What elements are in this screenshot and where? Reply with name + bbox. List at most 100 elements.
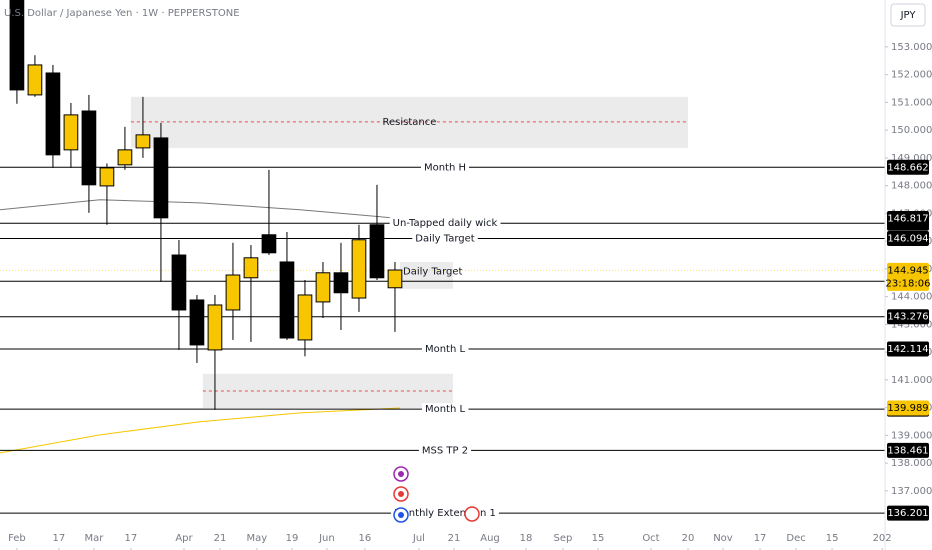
x-tick-label: Oct	[642, 533, 659, 544]
zone-label: Daily Target	[403, 266, 462, 277]
price-tag	[887, 159, 929, 175]
price-tag-label: 144.945	[887, 265, 928, 276]
x-tick-label: 21	[214, 533, 227, 544]
level-label: MSS TP 2	[422, 445, 468, 456]
candle-body	[189, 299, 205, 346]
x-tick-label: 17	[53, 533, 66, 544]
x-tick-label: 16	[359, 533, 372, 544]
plot-area: Resistance Daily Target Month H Un-Tapped d…	[0, 0, 885, 523]
x-tick-label: 17	[754, 533, 767, 544]
x-tick-label: Dec	[786, 533, 805, 544]
y-tick-label: 139.000	[891, 430, 932, 441]
x-tick-label: 18	[520, 533, 533, 544]
level-label: Month H	[424, 162, 466, 173]
x-tick-label: Aug	[480, 533, 500, 544]
candle-body	[99, 167, 115, 187]
candle-body	[45, 72, 61, 156]
candle-body	[27, 64, 43, 96]
candle-body	[81, 110, 97, 186]
price-tag-label: 138.461	[887, 445, 928, 456]
candle-body	[243, 257, 259, 279]
level-label-bg	[418, 444, 472, 458]
y-tick-label: 144.000	[891, 292, 932, 303]
currency-box[interactable]	[890, 3, 926, 27]
candle-body	[63, 114, 79, 151]
y-tick-label: 150.000	[891, 125, 932, 136]
candle-body	[135, 134, 151, 149]
level-label: Un-Tapped daily wick	[393, 218, 498, 229]
level-label: Month L	[425, 404, 466, 415]
candle-body	[351, 239, 367, 299]
price-tag	[887, 262, 929, 291]
candle-body	[333, 272, 349, 294]
x-tick-label: 17	[125, 533, 138, 544]
chart-title: U.S. Dollar / Japanese Yen · 1W · PEPPER…	[4, 8, 240, 19]
zone	[130, 96, 689, 148]
y-tick-label: 151.000	[891, 97, 932, 108]
x-tick-label: 21	[448, 533, 461, 544]
event-icon-dot	[398, 491, 404, 497]
price-tag-label: 146.817	[887, 213, 928, 224]
price-tag	[887, 210, 929, 226]
price-tag-label: 148.662	[887, 162, 928, 173]
candle-body	[369, 224, 385, 279]
zone-label: Resistance	[383, 117, 437, 128]
x-tick-label: Jul	[412, 533, 425, 544]
price-tag-label: 136.201	[887, 508, 928, 519]
x-tick-label: Nov	[713, 533, 733, 544]
price-tag	[887, 309, 929, 325]
x-tick-label: 15	[826, 533, 839, 544]
x-tick-label: Jun	[318, 533, 335, 544]
price-tag	[887, 400, 929, 416]
candle-body	[297, 294, 313, 341]
price-tag	[887, 505, 929, 521]
price-tag	[887, 341, 929, 357]
x-tick-label: 19	[286, 533, 299, 544]
price-tag-label: 143.276	[887, 312, 928, 323]
x-tick-label: Apr	[175, 533, 193, 544]
level-label-bg	[389, 217, 501, 231]
event-icon-dot	[398, 471, 404, 477]
x-tick-label: Feb	[8, 533, 26, 544]
candle-body	[387, 269, 403, 289]
countdown: 23:18:06	[886, 278, 931, 289]
y-tick-label: 149.000	[891, 153, 932, 164]
price-tag-label: 139.989	[887, 403, 928, 414]
y-tick-label: 148.000	[891, 181, 932, 192]
candle-body	[153, 137, 169, 219]
level-label-bg	[412, 232, 478, 246]
y-tick-label: 137.000	[891, 486, 932, 497]
x-tick-label: Sep	[554, 533, 573, 544]
price-tag	[887, 231, 929, 247]
y-tick-label: 153.000	[891, 42, 932, 53]
candle-body	[9, 0, 25, 91]
zone	[202, 373, 453, 408]
price-tag-label: 146.094	[887, 234, 928, 245]
candle-body	[171, 254, 187, 311]
price-tag-label: 142.114	[887, 344, 928, 355]
zone	[400, 261, 453, 289]
candle-body	[225, 274, 241, 311]
level-label: Monthly Extension 1	[394, 508, 496, 519]
level-label-bg	[421, 342, 469, 356]
overlay: U.S. Dollar / Japanese Yen · 1W · PEPPER…	[4, 8, 892, 550]
event-icon-dot	[398, 512, 404, 518]
y-tick-label: 152.000	[891, 70, 932, 81]
x-tick-label: May	[247, 533, 268, 544]
event-icon	[464, 506, 480, 522]
candle-body	[207, 304, 223, 351]
level-label: Month L	[425, 344, 466, 355]
y-tick-label: 138.000	[891, 458, 932, 469]
level-label-bg	[421, 403, 469, 417]
x-tick-label: 20	[682, 533, 695, 544]
level-label-bg	[420, 161, 470, 175]
x-tick-label: 15	[592, 533, 605, 544]
x-tick-label: 202	[873, 533, 892, 544]
y-tick-label: 141.000	[891, 375, 932, 386]
moving-average	[0, 199, 401, 219]
level-label: Daily Target	[415, 234, 474, 245]
moving-average	[0, 407, 401, 454]
price-tag	[887, 442, 929, 458]
